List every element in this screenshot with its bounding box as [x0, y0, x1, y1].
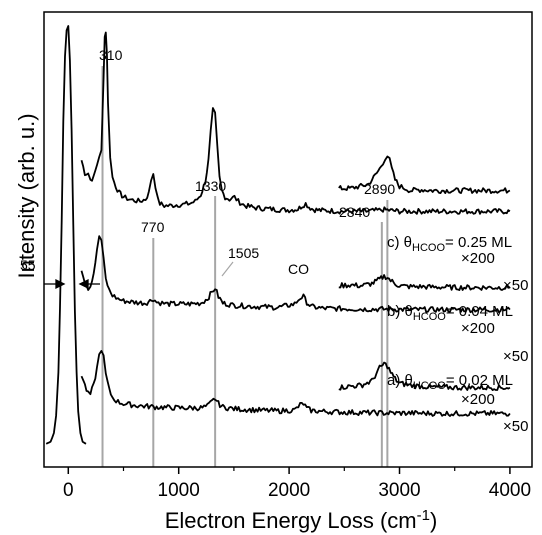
x-tick-label-4000: 4000 [489, 480, 531, 501]
x-axis-ticks: 0 1000 2000 3000 4000 [63, 467, 531, 501]
multiplier-c-x200: ×200 [461, 250, 495, 267]
spectrum-c-x50 [80, 31, 511, 215]
peak-label-770: 770 [141, 219, 165, 235]
x-tick-label-3000: 3000 [378, 480, 420, 501]
y-axis-title: Intensity (arb. u.) [14, 113, 39, 278]
spectrum-c-x200 [338, 155, 511, 194]
multiplier-a-x50: ×50 [503, 418, 528, 435]
peak-label-310: 310 [99, 47, 123, 63]
peak-label-2840: 2840 [339, 204, 370, 220]
curve-label-c: c) θHCOO= 0.25 ML [387, 234, 512, 254]
multiplier-c-x50: ×50 [503, 277, 528, 294]
peak-marker-lines [101, 66, 389, 467]
curve-label-a: a) θHCOO= 0.02 ML [387, 372, 513, 392]
spectra-traces [45, 25, 511, 445]
multiplier-a-x200: ×200 [461, 391, 495, 408]
co-label: CO [288, 261, 309, 277]
multiplier-b-x200: ×200 [461, 320, 495, 337]
curve-label-b: b) θHCOO= 0.04 ML [387, 303, 513, 323]
leader-1505 [221, 261, 234, 277]
fwhm-arrows [44, 278, 100, 290]
spectrum-b-x200 [338, 274, 511, 291]
spectrum-elastic [45, 25, 87, 445]
spectrum-a-x50 [80, 350, 511, 417]
x-tick-label-2000: 2000 [268, 480, 310, 501]
spectrum-b-x50 [80, 235, 511, 314]
peak-label-1505: 1505 [228, 245, 259, 261]
peak-label-1330: 1330 [195, 178, 226, 194]
x-tick-label-1000: 1000 [158, 480, 200, 501]
fwhm-label: 55 [20, 257, 36, 273]
multiplier-b-x50: ×50 [503, 348, 528, 365]
x-axis-title: Electron Energy Loss (cm-1) [165, 507, 438, 533]
spectrum-a-x200 [338, 361, 511, 391]
plot-frame [43, 11, 533, 468]
peak-label-2890: 2890 [364, 181, 395, 197]
x-tick-label-0: 0 [63, 480, 74, 501]
